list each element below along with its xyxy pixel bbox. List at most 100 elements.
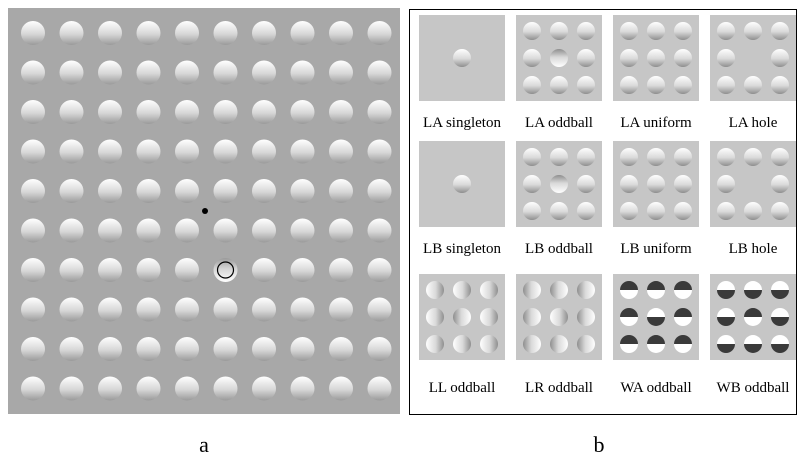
- disc: [550, 148, 568, 166]
- disc: [329, 21, 353, 45]
- disc: [290, 337, 315, 361]
- disc: [771, 148, 789, 166]
- disc: [98, 100, 122, 124]
- disc: [329, 100, 353, 124]
- disc: [252, 139, 276, 164]
- disc: [674, 175, 692, 193]
- disc: [21, 297, 45, 322]
- condition-thumbnail: [419, 274, 505, 360]
- oddball-disc: [453, 308, 471, 326]
- panel-a-stimulus: [21, 21, 392, 401]
- disc: [136, 218, 161, 243]
- condition-thumbnail: [516, 141, 602, 227]
- disc: [744, 22, 762, 40]
- disc: [550, 335, 568, 353]
- disc: [136, 100, 161, 124]
- disc: [252, 60, 276, 85]
- disc: [252, 297, 276, 322]
- disc: [717, 76, 735, 94]
- condition-caption: LL oddball: [428, 380, 496, 396]
- disc: [21, 218, 45, 243]
- thumbnail-discs: [453, 175, 471, 193]
- disc: [98, 179, 122, 203]
- disc: [136, 179, 161, 203]
- condition-thumbnail: [710, 274, 796, 360]
- disc: [523, 175, 541, 193]
- oddball-disc: [744, 308, 762, 326]
- disc: [674, 49, 692, 67]
- disc: [744, 202, 762, 220]
- disc: [59, 60, 84, 85]
- disc: [21, 179, 45, 203]
- disc: [136, 21, 161, 45]
- disc: [577, 202, 595, 220]
- disc: [252, 337, 276, 361]
- disc: [717, 202, 735, 220]
- disc: [175, 21, 199, 45]
- disc: [175, 139, 199, 164]
- disc: [523, 49, 541, 67]
- condition-caption: LB singleton: [423, 241, 501, 257]
- disc: [329, 139, 353, 164]
- disc: [674, 202, 692, 220]
- disc: [744, 281, 762, 299]
- disc: [252, 218, 276, 243]
- disc: [647, 202, 665, 220]
- disc: [175, 337, 199, 361]
- disc: [21, 139, 45, 164]
- thumbnail-discs: [523, 281, 595, 353]
- disc: [367, 139, 392, 164]
- disc: [620, 175, 638, 193]
- disc: [771, 49, 789, 67]
- disc: [620, 308, 638, 326]
- disc: [136, 297, 161, 322]
- disc: [674, 281, 692, 299]
- disc: [329, 258, 353, 282]
- disc: [620, 335, 638, 353]
- disc: [59, 100, 84, 124]
- disc: [674, 148, 692, 166]
- disc: [674, 308, 692, 326]
- disc: [367, 297, 392, 322]
- disc: [252, 21, 276, 45]
- disc: [453, 335, 471, 353]
- disc: [21, 258, 45, 282]
- disc: [213, 100, 238, 124]
- disc: [620, 202, 638, 220]
- condition-caption: LB uniform: [620, 241, 692, 257]
- disc: [647, 148, 665, 166]
- disc: [426, 308, 444, 326]
- disc: [290, 179, 315, 203]
- disc: [674, 76, 692, 94]
- thumbnail-discs: [523, 22, 595, 94]
- disc: [550, 202, 568, 220]
- disc: [717, 49, 735, 67]
- disc: [620, 148, 638, 166]
- condition-thumbnail: [516, 274, 602, 360]
- disc: [175, 376, 199, 401]
- disc: [329, 179, 353, 203]
- disc: [98, 218, 122, 243]
- target-marker-circle: [216, 261, 235, 279]
- disc: [329, 60, 353, 85]
- disc: [367, 258, 392, 282]
- disc: [175, 179, 199, 203]
- thumbnail-discs: [620, 22, 692, 94]
- panel-a-label: a: [199, 432, 209, 457]
- disc: [21, 337, 45, 361]
- disc: [290, 139, 315, 164]
- condition-thumbnail: [419, 141, 505, 227]
- disc: [771, 202, 789, 220]
- disc: [717, 22, 735, 40]
- disc: [136, 258, 161, 282]
- disc: [98, 337, 122, 361]
- condition-caption: LB oddball: [525, 241, 593, 257]
- disc: [213, 376, 238, 401]
- disc: [98, 258, 122, 282]
- condition-thumbnail: [710, 141, 796, 227]
- disc: [480, 281, 498, 299]
- disc: [136, 60, 161, 85]
- disc: [523, 308, 541, 326]
- disc: [367, 218, 392, 243]
- disc: [367, 100, 392, 124]
